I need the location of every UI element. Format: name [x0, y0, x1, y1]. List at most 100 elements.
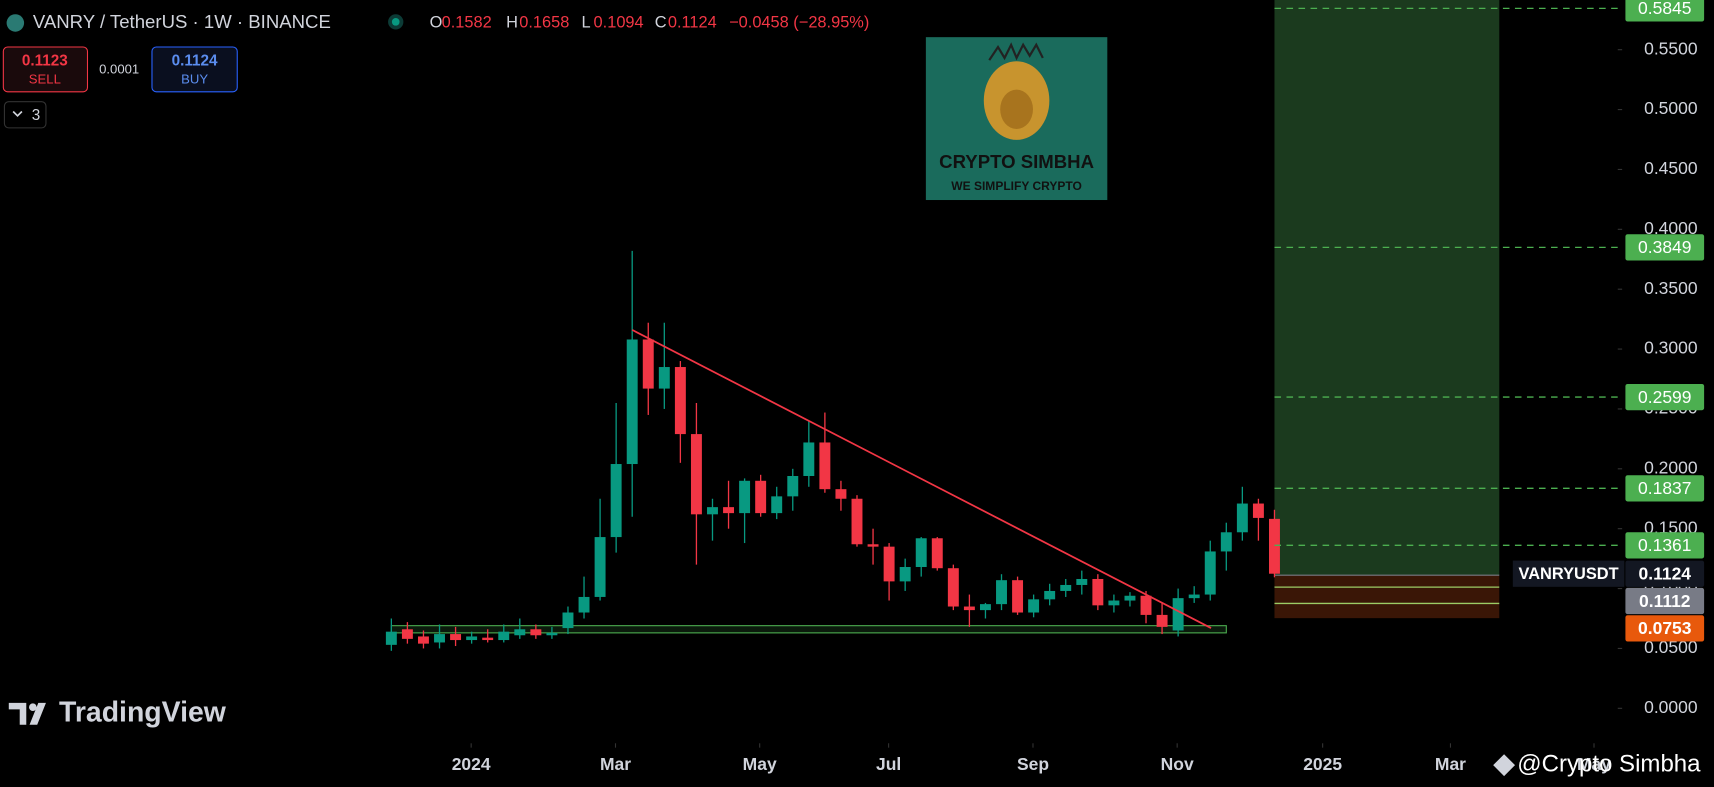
candle-body — [1252, 503, 1264, 518]
y-tick-label: 0.4500 — [1644, 158, 1698, 178]
candle-body — [450, 634, 462, 641]
candle-body — [819, 442, 831, 490]
y-tick-label: 0.0500 — [1644, 637, 1698, 657]
stop-zone — [1274, 575, 1500, 619]
x-tick-label: Jul — [876, 754, 901, 774]
change: −0.0458 (−28.95%) — [729, 13, 869, 31]
target-label: 0.5845 — [1638, 0, 1691, 18]
candle-body — [979, 604, 991, 611]
candle-body — [1028, 599, 1040, 613]
target-label-bg — [1625, 475, 1705, 502]
sell-button[interactable] — [2, 46, 89, 93]
ohlc-value: 0.1124 — [668, 13, 717, 31]
logo-tagline: WE SIMPLIFY CRYPTO — [951, 179, 1082, 193]
target-label-bg — [1625, 383, 1705, 411]
spread: 0.0001 — [99, 61, 139, 76]
y-tick-label: 0.3000 — [1644, 338, 1698, 358]
candle-body — [1188, 594, 1200, 599]
buy-button[interactable] — [151, 46, 238, 93]
author: @Crypto Simbha — [1517, 750, 1701, 777]
candle-body — [899, 567, 911, 582]
candle-body — [530, 629, 542, 636]
target-label: 0.3849 — [1638, 237, 1691, 257]
candle-body — [1044, 590, 1056, 600]
indicator-count: 3 — [32, 107, 41, 124]
candle-body — [1012, 580, 1024, 613]
entry-price-label: 0.1112 — [1639, 591, 1691, 611]
target-label: 0.1837 — [1638, 478, 1691, 498]
ohlc-letter: H — [506, 13, 518, 31]
x-tick-label: Mar — [600, 754, 631, 774]
candle-body — [835, 489, 847, 499]
x-tick-label: May — [1577, 754, 1611, 774]
candle-body — [417, 636, 429, 644]
candle-body — [498, 631, 510, 641]
logo-face — [1000, 89, 1033, 129]
tv-icon — [8, 702, 46, 725]
candle-body — [690, 434, 702, 515]
ohlc-value: 0.1094 — [594, 13, 644, 31]
candle-body — [1220, 532, 1232, 552]
y-tick-label: 0.3500 — [1644, 278, 1698, 298]
candle-body — [1156, 614, 1168, 627]
y-tick-label: 0.0000 — [1644, 697, 1698, 717]
y-tick-label: 0.2000 — [1644, 457, 1698, 477]
stop-price-bg — [1625, 615, 1705, 642]
watermark: TradingView — [8, 696, 227, 728]
candle-body — [1269, 518, 1280, 574]
candle-body — [434, 634, 445, 643]
y-tick-label: 0.5000 — [1644, 98, 1698, 118]
candle-body — [947, 568, 959, 607]
status-dot — [391, 18, 400, 26]
candle-body — [787, 475, 799, 497]
candle-body — [803, 442, 815, 476]
last-price-label: 0.1124 — [1639, 563, 1692, 583]
y-tick-label: 0.4000 — [1644, 218, 1698, 238]
ohlc-value: 0.1582 — [442, 13, 492, 31]
candle-body — [658, 367, 670, 389]
target-label-bg — [1625, 532, 1705, 559]
candle-body — [610, 464, 622, 538]
candle-body — [723, 507, 735, 514]
last-price-bg — [1625, 560, 1705, 587]
candle-body — [851, 498, 863, 545]
candle-body — [883, 546, 895, 582]
candle-body — [1060, 584, 1072, 591]
candle-body — [931, 538, 943, 569]
candle-body — [674, 367, 686, 435]
x-tick-label: Sep — [1017, 754, 1049, 774]
x-tick-label: 2024 — [452, 754, 491, 774]
candle-body — [1108, 600, 1120, 606]
target-label: 0.2599 — [1638, 387, 1691, 407]
candle-body — [1172, 598, 1184, 631]
entry-price-bg — [1625, 587, 1705, 615]
candle-body — [466, 636, 478, 641]
candle-body — [1124, 595, 1136, 601]
indicator-toggle[interactable] — [3, 101, 47, 129]
candle-body — [562, 612, 574, 629]
logo-title: CRYPTO SIMBHA — [939, 151, 1094, 172]
candle-body — [996, 580, 1007, 605]
target-label-bg — [1625, 234, 1705, 261]
candle-body — [963, 606, 975, 611]
watermark-text: TradingView — [59, 696, 227, 728]
candle-body — [401, 629, 413, 639]
target-label-bg — [1625, 0, 1705, 22]
target-label: 0.1361 — [1638, 535, 1691, 555]
candle-body — [1204, 551, 1216, 595]
candle-body — [1140, 595, 1152, 615]
symbol-icon — [6, 14, 25, 32]
symbol-label: VANRYUSDT — [1519, 565, 1619, 583]
stop-price-label: 0.0753 — [1638, 618, 1692, 638]
x-tick-label: Nov — [1161, 754, 1194, 774]
trendline — [631, 329, 1212, 629]
x-tick-label: Mar — [1435, 754, 1466, 774]
sell-label: SELL — [29, 71, 61, 86]
candle-body — [1236, 503, 1248, 533]
logo-crown — [988, 42, 1044, 61]
candle-body — [771, 496, 783, 514]
candle-body — [739, 480, 751, 514]
ohlc-letter: O — [430, 13, 443, 31]
ohlc-letter: C — [655, 13, 667, 31]
